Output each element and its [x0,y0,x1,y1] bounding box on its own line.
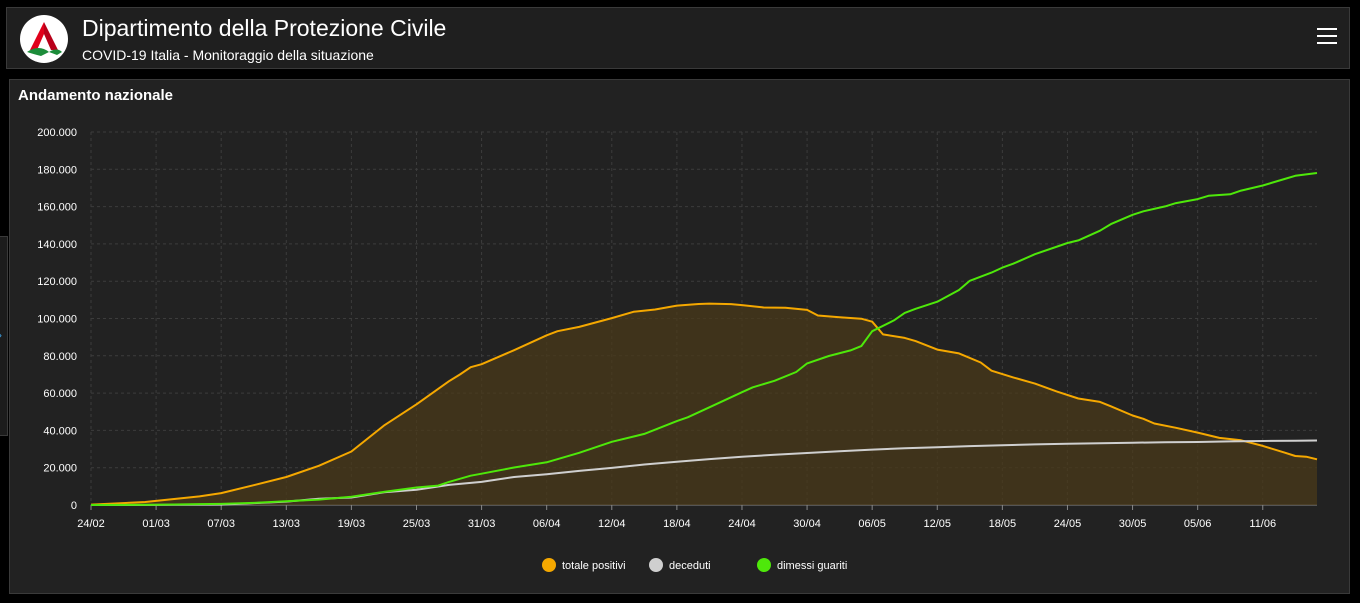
y-tick-label: 100.000 [37,314,77,326]
legend-marker-positivi [542,558,556,572]
series-area-positivi [91,303,1317,505]
app-title: Dipartimento della Protezione Civile [82,15,447,41]
panel-title: Andamento nazionale [18,87,174,104]
x-tick-label: 18/05 [989,518,1017,530]
chart-panel: Andamento nazionale 0 20.000 40.000 60.000 8… [9,79,1350,594]
y-tick-label: 120.000 [37,276,77,288]
x-tick-label: 13/03 [273,518,301,530]
x-tick-label: 06/04 [533,518,561,530]
series-line-guariti [90,172,1318,506]
x-tick-label: 11/06 [1249,518,1276,530]
x-tick-label: 07/03 [207,518,235,530]
x-tick-label: 30/04 [793,518,821,530]
x-tick-label: 05/06 [1184,518,1212,530]
y-tick-label: 80.000 [43,351,77,363]
protezione-civile-logo [20,15,68,63]
side-panel-toggle[interactable]: › [0,236,8,436]
legend-marker-deceduti [649,558,663,572]
chevron-right-icon: › [0,329,2,341]
y-tick-label: 160.000 [37,202,77,214]
y-tick-label: 140.000 [37,239,77,251]
legend-marker-guariti [757,558,771,572]
x-tick-label: 18/04 [663,518,691,530]
legend-label-deceduti: deceduti [669,560,711,572]
national-trend-chart: 0 20.000 40.000 60.000 80.000 100.000 120.000 1… [37,127,1318,572]
x-tick-label: 24/04 [728,518,756,530]
y-tick-label: 0 [71,500,77,512]
app-header: Dipartimento della Protezione Civile COV… [6,7,1350,69]
x-tick-label: 30/05 [1119,518,1147,530]
y-tick-label: 40.000 [43,425,77,437]
y-tick-label: 60.000 [43,388,77,400]
x-tick-label: 24/05 [1054,518,1082,530]
x-tick-label: 25/03 [403,518,431,530]
series-line-positivi [90,302,1318,506]
x-tick-label: 31/03 [468,518,496,530]
y-tick-label: 20.000 [43,463,77,475]
y-tick-label: 180.000 [37,164,77,176]
legend-label-guariti: dimessi guariti [777,560,847,572]
x-tick-label: 12/05 [923,518,951,530]
app-subtitle: COVID-19 Italia - Monitoraggio della sit… [82,47,374,63]
x-tick-label: 24/02 [77,518,105,530]
legend-label-positivi: totale positivi [562,560,626,572]
y-tick-label: 200.000 [37,127,77,139]
hamburger-menu-icon[interactable] [1317,28,1337,46]
x-tick-label: 06/05 [858,518,886,530]
x-tick-label: 19/03 [338,518,366,530]
x-tick-label: 12/04 [598,518,626,530]
x-tick-label: 01/03 [142,518,170,530]
